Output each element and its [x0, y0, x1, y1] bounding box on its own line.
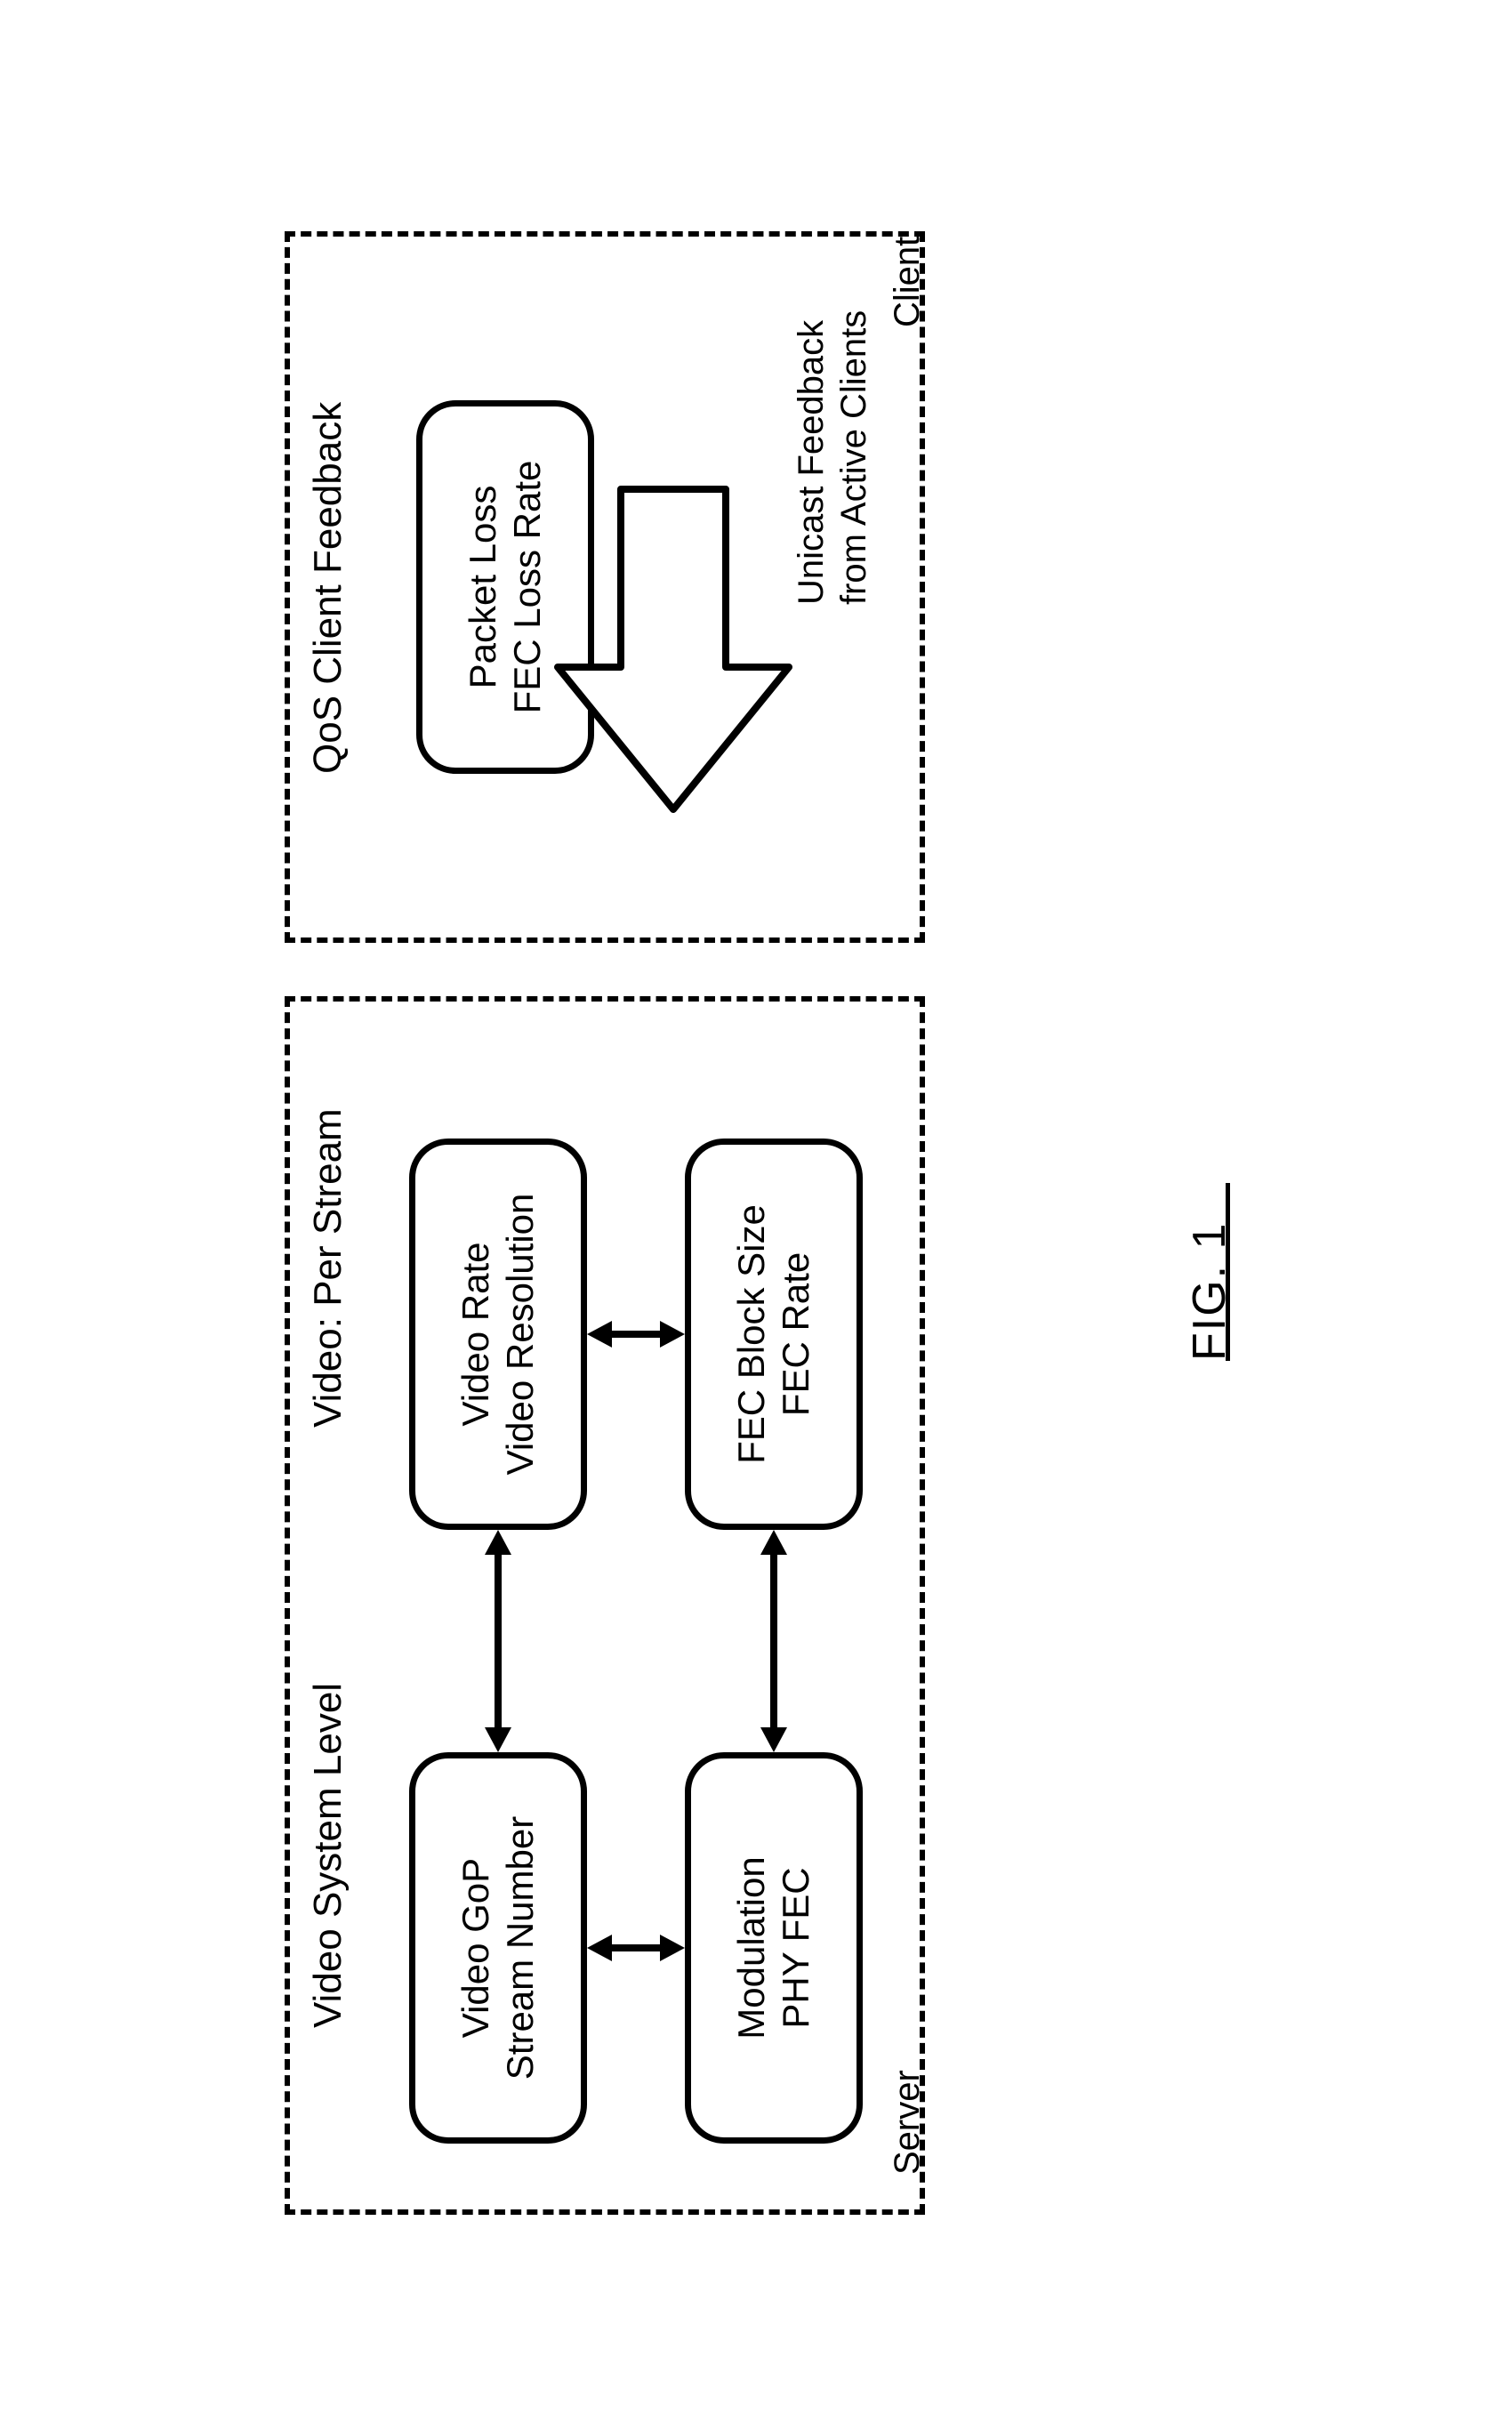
node-fec-line-0: FEC Block Size: [729, 1204, 774, 1464]
header-video-system-level: Video System Level: [306, 1683, 350, 2028]
node-packet-loss-line-1: FEC Loss Rate: [505, 461, 550, 714]
node-fec-line-1: FEC Rate: [774, 1252, 818, 1416]
header-qos-client-feedback: QoS Client Feedback: [306, 402, 350, 774]
client-panel-label: Client: [888, 237, 928, 327]
stage: Video System Level Video: Per Stream Video…: [0, 0, 1512, 2422]
node-gop-line-1: Stream Number: [498, 1816, 543, 2080]
node-gop: Video GoPStream Number: [409, 1752, 587, 2144]
header-video-per-stream: Video: Per Stream: [306, 1108, 350, 1428]
node-rate: Video RateVideo Resolution: [409, 1139, 587, 1530]
node-packet-loss-line-0: Packet Loss: [461, 486, 505, 689]
node-rate-line-0: Video Rate: [454, 1242, 498, 1426]
node-mod-line-0: Modulation: [729, 1856, 774, 2039]
node-fec: FEC Block SizeFEC Rate: [685, 1139, 863, 1530]
diagram-inner: Video System Level Video: Per Stream Video…: [231, 169, 1272, 2268]
unicast-feedback-label-line1: Unicast Feedback: [792, 320, 832, 605]
figure-label-underline: [1226, 1183, 1230, 1361]
server-panel-label: Server: [888, 2070, 928, 2175]
unicast-feedback-label-line2: from Active Clients: [834, 310, 874, 605]
node-rate-line-1: Video Resolution: [498, 1194, 543, 1476]
node-mod-line-1: PHY FEC: [774, 1867, 818, 2028]
node-gop-line-0: Video GoP: [454, 1858, 498, 2038]
node-packet-loss: Packet LossFEC Loss Rate: [416, 400, 594, 774]
node-mod: ModulationPHY FEC: [685, 1752, 863, 2144]
